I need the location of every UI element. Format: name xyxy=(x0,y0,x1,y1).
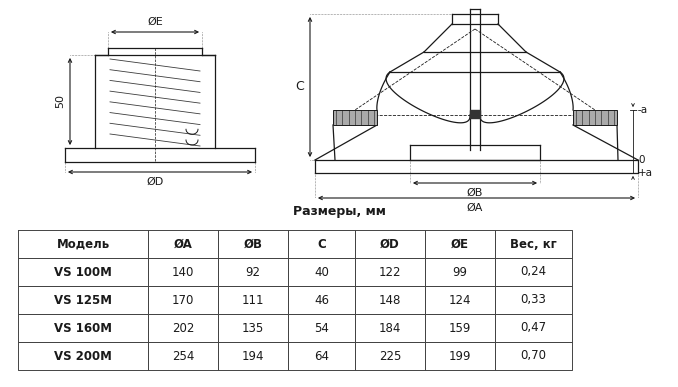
Text: 0,47: 0,47 xyxy=(521,322,546,334)
Text: 64: 64 xyxy=(314,349,329,363)
Text: -a: -a xyxy=(638,105,648,115)
Text: 99: 99 xyxy=(452,265,468,279)
Text: ØB: ØB xyxy=(467,188,483,198)
Text: VS 100M: VS 100M xyxy=(54,265,112,279)
Text: 124: 124 xyxy=(449,293,471,307)
Text: 0,33: 0,33 xyxy=(521,293,546,307)
Text: +a: +a xyxy=(638,168,653,178)
Text: 140: 140 xyxy=(172,265,194,279)
Text: ØD: ØD xyxy=(146,177,163,187)
Text: ØB: ØB xyxy=(243,238,262,250)
Polygon shape xyxy=(333,110,377,125)
Text: VS 200M: VS 200M xyxy=(54,349,112,363)
Text: ØE: ØE xyxy=(451,238,469,250)
Text: 135: 135 xyxy=(242,322,264,334)
Text: 46: 46 xyxy=(314,293,329,307)
Text: 54: 54 xyxy=(314,322,329,334)
Text: ØA: ØA xyxy=(467,203,483,213)
Bar xyxy=(470,110,480,118)
Text: 225: 225 xyxy=(379,349,401,363)
Text: 0,24: 0,24 xyxy=(521,265,546,279)
Text: 159: 159 xyxy=(449,322,471,334)
Text: ØE: ØE xyxy=(147,17,163,27)
Text: 92: 92 xyxy=(245,265,260,279)
Text: 199: 199 xyxy=(449,349,471,363)
Text: C: C xyxy=(317,238,326,250)
Text: 122: 122 xyxy=(379,265,401,279)
Text: 170: 170 xyxy=(172,293,194,307)
Text: ØD: ØD xyxy=(380,238,400,250)
Text: 0,70: 0,70 xyxy=(521,349,546,363)
Text: 148: 148 xyxy=(379,293,401,307)
Text: Размеры, мм: Размеры, мм xyxy=(293,205,385,218)
Text: C: C xyxy=(295,80,304,94)
Text: 194: 194 xyxy=(242,349,264,363)
Text: 111: 111 xyxy=(242,293,264,307)
Text: ØA: ØA xyxy=(174,238,193,250)
Text: VS 160M: VS 160M xyxy=(54,322,112,334)
Text: 40: 40 xyxy=(314,265,329,279)
Text: 254: 254 xyxy=(172,349,194,363)
Text: 202: 202 xyxy=(172,322,194,334)
Text: 50: 50 xyxy=(55,94,65,108)
Text: Модель: Модель xyxy=(56,238,110,250)
Text: 0: 0 xyxy=(638,155,645,165)
Polygon shape xyxy=(573,110,617,125)
Text: 184: 184 xyxy=(379,322,401,334)
Text: Вес, кг: Вес, кг xyxy=(510,238,557,250)
Text: VS 125M: VS 125M xyxy=(54,293,112,307)
